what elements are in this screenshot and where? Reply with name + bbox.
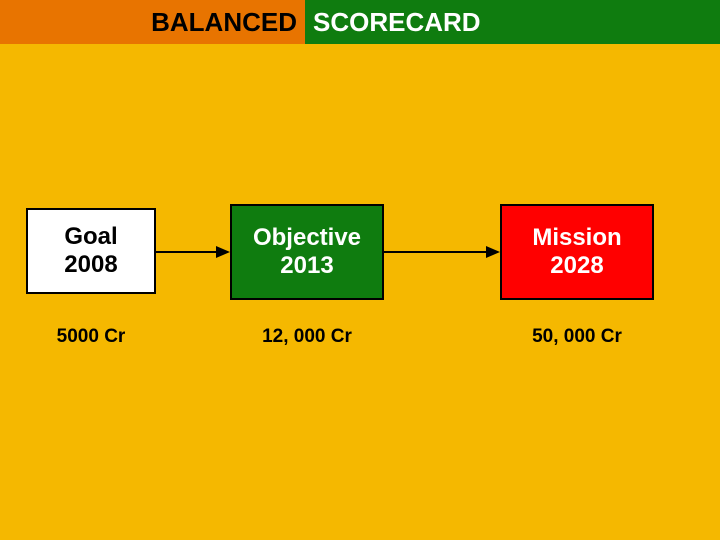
arrow-1-line [156, 251, 216, 253]
slide-canvas: BALANCED SCORECARD Goal 2008 Objective 2… [0, 0, 720, 540]
header-left-text: BALANCED [151, 7, 297, 38]
arrow-1-head-icon [216, 246, 230, 258]
goal-line2: 2008 [64, 251, 117, 279]
objective-line1: Objective [253, 224, 361, 252]
goal-line1: Goal [64, 223, 117, 251]
goal-box: Goal 2008 [26, 208, 156, 294]
objective-caption: 12, 000 Cr [230, 326, 384, 348]
objective-box: Objective 2013 [230, 204, 384, 300]
header-right: SCORECARD [305, 0, 720, 44]
mission-box: Mission 2028 [500, 204, 654, 300]
header-left: BALANCED [0, 0, 305, 44]
goal-caption: 5000 Cr [26, 326, 156, 348]
header-right-text: SCORECARD [313, 7, 481, 38]
arrow-2-head-icon [486, 246, 500, 258]
mission-line2: 2028 [550, 252, 603, 280]
mission-line1: Mission [532, 224, 621, 252]
objective-line2: 2013 [280, 252, 333, 280]
arrow-2-line [384, 251, 486, 253]
mission-caption: 50, 000 Cr [500, 326, 654, 348]
